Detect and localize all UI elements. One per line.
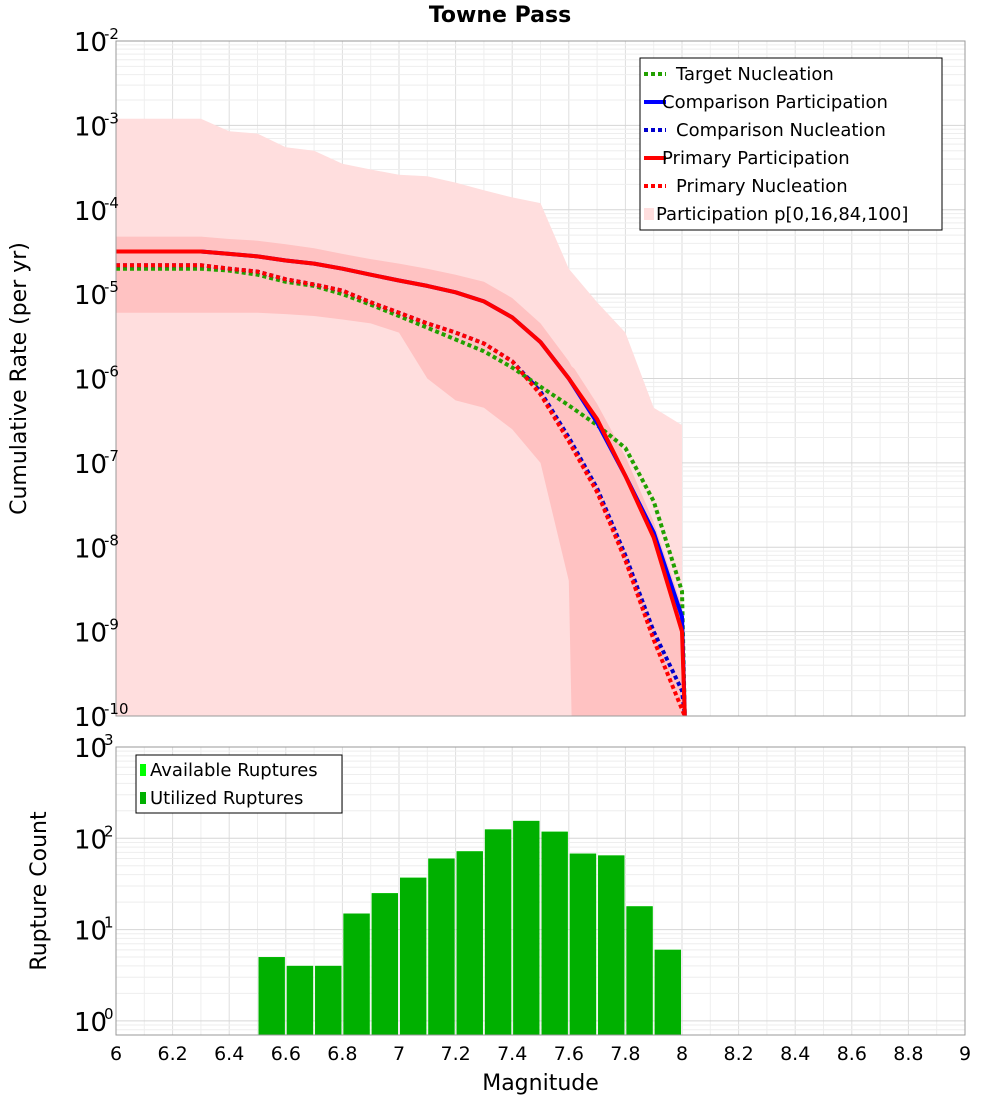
x-tick-label: 6.8: [327, 1043, 357, 1065]
legend-label: Target Nucleation: [675, 64, 834, 85]
rate-y-ticks: 10-210-310-410-510-610-710-810-910-10: [74, 25, 129, 733]
y-tick-label: 10: [74, 28, 107, 58]
y-tick-exponent: -10: [104, 700, 129, 718]
y-tick-exponent: -8: [104, 531, 119, 549]
legend-label: Available Ruptures: [150, 760, 318, 781]
y-tick-label: 10: [74, 734, 107, 764]
series-line-primary-participation: [116, 249, 687, 717]
bar-utilized-ruptures: [513, 820, 540, 1035]
x-tick-label: 8.6: [837, 1043, 867, 1065]
x-tick-label: 8.8: [893, 1043, 923, 1065]
bar-utilized-ruptures: [626, 906, 653, 1035]
x-tick-label: 9: [959, 1043, 971, 1065]
rate-plot-frame: [115, 40, 966, 717]
y-tick-label: 10: [74, 366, 107, 396]
bar-utilized-ruptures: [541, 831, 568, 1035]
y-tick-label: 10: [74, 703, 107, 733]
y-tick-exponent: 1: [104, 914, 114, 932]
bar-utilized-ruptures: [456, 851, 483, 1035]
x-tick-label: 6.4: [214, 1043, 244, 1065]
rupture-plot-frame: [115, 746, 966, 1036]
chart-title: Towne Pass: [429, 3, 571, 28]
y-tick-label: 10: [74, 825, 107, 855]
bar-utilized-ruptures: [484, 829, 512, 1035]
legend-label: Utilized Ruptures: [150, 788, 303, 809]
x-tick-label: 7.2: [440, 1043, 470, 1065]
bar-utilized-ruptures: [315, 965, 342, 1035]
participation-bands: [116, 118, 682, 716]
x-tick-label: 7.8: [610, 1043, 640, 1065]
series-line-primary-nucleation: [116, 263, 687, 717]
y-tick-exponent: -4: [104, 194, 119, 212]
legend-swatch: [140, 792, 146, 804]
rupture-y-axis-label: Rupture Count: [27, 811, 52, 971]
band-participation-p-16-84-: [116, 236, 682, 716]
bar-utilized-ruptures: [371, 893, 398, 1035]
x-tick-label: 7.6: [554, 1043, 584, 1065]
legend-label: Primary Nucleation: [676, 176, 848, 197]
bar-utilized-ruptures: [654, 949, 681, 1035]
legend-swatch: [140, 764, 146, 776]
y-tick-label: 10: [74, 619, 107, 649]
bar-utilized-ruptures: [428, 858, 455, 1035]
y-tick-label: 10: [74, 450, 107, 480]
rupture-bars: [258, 820, 681, 1035]
x-tick-label: 6: [110, 1043, 122, 1065]
y-tick-exponent: 2: [104, 822, 114, 840]
x-tick-label: 8.2: [723, 1043, 753, 1065]
legend-label: Comparison Participation: [662, 92, 888, 113]
bar-utilized-ruptures: [598, 855, 625, 1035]
legend-swatch: [644, 208, 654, 220]
legend-label: Comparison Nucleation: [676, 120, 886, 141]
bar-utilized-ruptures: [286, 965, 314, 1035]
magnitude-x-ticks: 6 6.2 6.4 6.6 6.8 7 7.2 7.4 7.6 7.8 8 8.2 8.4 8.6 8.8 9: [110, 1043, 971, 1065]
x-tick-label: 8.4: [780, 1043, 810, 1065]
y-tick-label: 10: [74, 197, 107, 227]
y-tick-exponent: -7: [104, 447, 119, 465]
series-line-target-nucleation: [116, 266, 687, 717]
bar-utilized-ruptures: [258, 957, 285, 1035]
y-tick-exponent: -6: [104, 363, 119, 381]
bar-utilized-ruptures: [400, 877, 427, 1035]
y-tick-label: 10: [74, 917, 107, 947]
y-tick-label: 10: [74, 1008, 107, 1038]
rate-panel: 10-210-310-410-510-610-710-810-910-10 Ta…: [7, 3, 966, 733]
x-tick-label: 8: [676, 1043, 688, 1065]
y-tick-label: 10: [74, 112, 107, 142]
magnitude-x-axis-label: Magnitude: [482, 1071, 599, 1096]
y-tick-exponent: -5: [104, 278, 119, 296]
legend-box: [639, 57, 943, 231]
y-tick-label: 10: [74, 534, 107, 564]
y-tick-exponent: 0: [104, 1005, 114, 1023]
y-tick-exponent: -2: [104, 25, 119, 43]
legend-label: Participation p[0,16,84,100]: [656, 204, 908, 225]
x-tick-label: 7: [393, 1043, 405, 1065]
x-tick-label: 6.2: [157, 1043, 187, 1065]
rate-legend: Target Nucleation Comparison Participatio…: [639, 57, 943, 231]
x-tick-label: 7.4: [497, 1043, 527, 1065]
y-tick-label: 10: [74, 281, 107, 311]
y-tick-exponent: -3: [104, 109, 119, 127]
rupture-legend: Available Ruptures Utilized Ruptures: [135, 754, 343, 814]
y-tick-exponent: 3: [104, 731, 114, 749]
bar-utilized-ruptures: [569, 853, 597, 1035]
legend-label: Primary Participation: [662, 148, 850, 169]
bar-utilized-ruptures: [343, 913, 370, 1035]
rate-y-axis-label: Cumulative Rate (per yr): [7, 242, 32, 515]
rate-lines: [116, 249, 687, 717]
x-tick-label: 6.6: [271, 1043, 301, 1065]
legend-box: [135, 754, 343, 814]
y-tick-exponent: -9: [104, 616, 119, 634]
